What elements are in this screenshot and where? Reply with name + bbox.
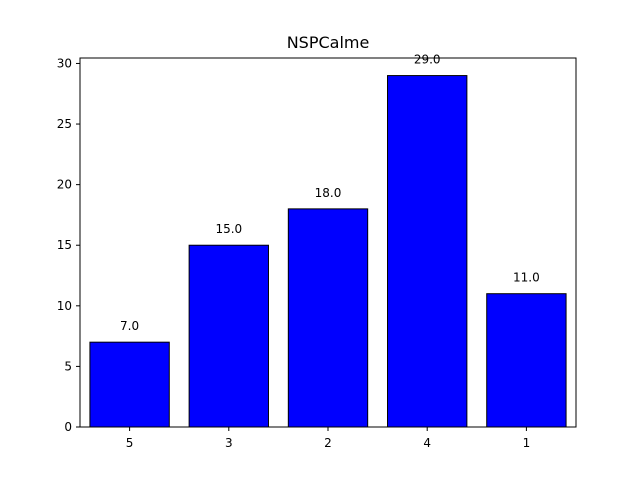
data-label-2: 18.0 [315,186,342,200]
bar-5 [89,341,170,428]
x-tick-label-1: 1 [523,436,531,450]
axes-frame [79,57,577,428]
bar-3 [188,244,269,428]
bar-1 [486,293,567,428]
data-label-5: 7.0 [120,319,139,333]
plot-area: 7.0 15.0 18.0 29.0 11.0 0 5 10 15 20 25 30 5 3 2 4 1 [57,53,577,450]
x-tick-label-2: 2 [324,436,332,450]
x-tick-label-3: 3 [225,436,233,450]
y-tick-label-15: 15 [57,238,72,252]
data-label-4: 29.0 [414,53,441,67]
x-tick-label-5: 5 [126,436,134,450]
y-tick-label-20: 20 [57,178,72,192]
y-tick-label-25: 25 [57,117,72,131]
y-tick-label-10: 10 [57,299,72,313]
chart-title: NSPCalme [287,33,370,52]
y-tick-label-0: 0 [64,420,72,434]
data-label-1: 11.0 [513,271,540,285]
bar-4 [387,75,468,428]
data-label-3: 15.0 [215,222,242,236]
y-tick-label-5: 5 [64,359,72,373]
bar-2 [287,208,369,428]
x-tick-label-4: 4 [423,436,431,450]
y-tick-label-30: 30 [57,56,72,70]
